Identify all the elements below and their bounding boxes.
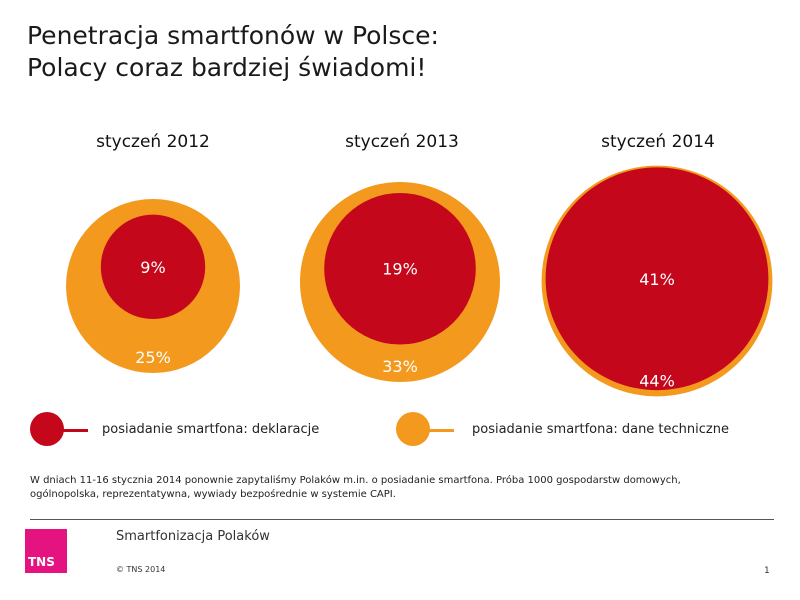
legend-label: posiadanie smartfona: deklaracje (102, 422, 320, 437)
title-line-1: Penetracja smartfonów w Polsce: (27, 21, 439, 50)
label-outer-2: 44% (639, 371, 675, 390)
legend-marker (396, 412, 430, 446)
page-number: 1 (764, 566, 770, 576)
legend-label: posiadanie smartfona: dane techniczne (472, 422, 729, 437)
legend-line (424, 429, 454, 432)
year-label-2012: styczeń 2012 (96, 132, 210, 152)
label-outer-0: 25% (135, 348, 171, 367)
label-inner-0: 9% (140, 258, 165, 277)
legend-line (58, 429, 88, 432)
footer-divider (30, 519, 774, 520)
legend-item-dane-techniczne: posiadanie smartfona: dane techniczne (396, 412, 756, 448)
label-outer-1: 33% (382, 357, 418, 376)
year-label-2014: styczeń 2014 (601, 132, 715, 152)
label-inner-2: 41% (639, 270, 675, 289)
logo-text: TNS (28, 555, 55, 569)
legend-item-deklaracje: posiadanie smartfona: deklaracje (30, 412, 350, 448)
bubble-inner-1 (324, 192, 476, 345)
bubble-inner-2 (545, 167, 769, 391)
year-label-2013: styczeń 2013 (345, 132, 459, 152)
label-inner-1: 19% (382, 260, 418, 279)
legend-marker (30, 412, 64, 446)
bubble-chart: 9% 25% 19% 33% 41% 44% (66, 165, 773, 397)
page-title: Penetracja smartfonów w Polsce: Polacy c… (27, 20, 767, 84)
copyright: © TNS 2014 (116, 565, 166, 574)
title-line-2: Polacy coraz bardziej świadomi! (27, 53, 427, 82)
bubble-inner-0 (100, 214, 206, 320)
footer-title: Smartfonizacja Polaków (116, 529, 270, 544)
tns-logo: TNS (25, 529, 67, 573)
methodology-note: W dniach 11-16 stycznia 2014 ponownie za… (30, 475, 681, 500)
